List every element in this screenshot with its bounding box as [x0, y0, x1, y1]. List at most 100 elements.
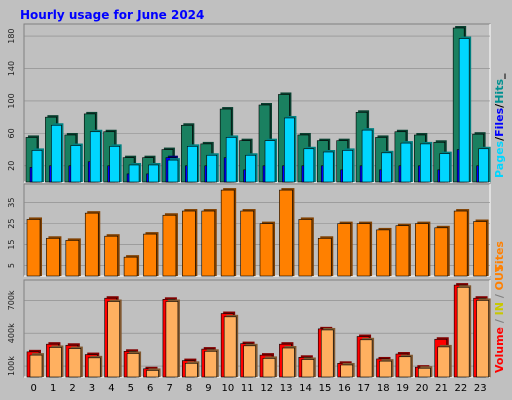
x-tick-label-7: 7 — [166, 383, 172, 394]
out-bar-15 — [320, 329, 334, 378]
out-bar-22 — [456, 286, 470, 378]
x-tick-label-3: 3 — [89, 383, 95, 394]
x-tick-label-10: 10 — [222, 383, 235, 394]
out-bar-11 — [243, 345, 256, 378]
sites-bar-5 — [123, 256, 138, 277]
volume-legend-part: OUT — [493, 264, 506, 290]
pages-bar-3 — [89, 131, 101, 183]
out-bar-18 — [379, 360, 392, 378]
sites-legend-part: Sites — [493, 241, 506, 272]
traffic-legend-part: Hits — [493, 79, 506, 104]
x-tick-label-19: 19 — [396, 383, 409, 394]
x-tick-label-14: 14 — [299, 383, 312, 394]
sites-bar-20 — [415, 223, 429, 277]
sites-bar-11 — [240, 210, 254, 277]
sites-bar-19 — [395, 225, 410, 277]
x-tick-label-8: 8 — [186, 383, 192, 394]
out-bar-13 — [282, 347, 295, 378]
pages-bar-19 — [400, 142, 412, 183]
y-tick-label: 60 — [7, 128, 16, 138]
x-tick-label-15: 15 — [319, 383, 332, 394]
out-bar-16 — [340, 364, 353, 378]
traffic-legend-part: / — [493, 136, 506, 141]
volume-legend-part: IN — [493, 302, 506, 315]
pages-bar-17 — [361, 129, 373, 183]
sites-bar-8 — [182, 210, 196, 277]
sites-bars — [26, 188, 489, 277]
pages-bar-9 — [206, 154, 218, 183]
x-tick-label-9: 9 — [205, 383, 211, 394]
sites-bar-1 — [46, 237, 60, 277]
sites-bar-0 — [26, 219, 41, 277]
out-bar-19 — [398, 356, 412, 378]
x-tick-label-4: 4 — [108, 383, 114, 394]
out-bar-8 — [185, 363, 198, 378]
chart-title: Hourly usage for June 2024 — [20, 8, 204, 22]
pages-bar-4 — [109, 146, 120, 183]
pages-bar-5 — [128, 164, 140, 183]
out-bar-21 — [437, 346, 451, 378]
pages-bar-8 — [187, 146, 198, 183]
x-tick-label-23: 23 — [474, 383, 487, 394]
x-tick-label-6: 6 — [147, 383, 153, 394]
out-bar-23 — [476, 300, 489, 378]
sites-bar-23 — [473, 221, 487, 277]
y-tick-label: 25 — [7, 219, 16, 229]
y-tick-label: 180 — [7, 28, 16, 43]
x-tick-label-22: 22 — [455, 383, 468, 394]
volume-legend-part: / — [493, 290, 506, 302]
x-tick-label-16: 16 — [338, 383, 351, 394]
pages-bar-20 — [420, 143, 431, 183]
x-tick-label-2: 2 — [69, 383, 75, 394]
y-tick-label: 5 — [7, 263, 16, 268]
sites-bar-16 — [337, 223, 351, 277]
sites-bar-21 — [434, 227, 449, 277]
sites-bar-3 — [84, 212, 99, 277]
panel-volume: 100k 400k 700k — [7, 279, 491, 378]
pages-bar-21 — [439, 153, 451, 183]
out-bar-10 — [223, 316, 237, 378]
pages-bar-6 — [148, 164, 159, 183]
traffic-legend: Pages/Files/Hits_ — [493, 73, 506, 178]
chart-panels: 20 60 100 140 180 5 15 25 35 100k 400k 700k — [7, 23, 491, 378]
y-tick-label: 15 — [7, 239, 16, 249]
out-bar-7 — [165, 301, 179, 378]
pages-bar-11 — [245, 154, 256, 183]
traffic-legend-part: / — [493, 103, 506, 108]
y-tick-label: 35 — [7, 198, 16, 208]
traffic-legend-part: Pages — [493, 140, 506, 178]
traffic-legend-part: _ — [493, 73, 506, 79]
x-tick-label-21: 21 — [435, 383, 448, 394]
sites-bar-22 — [453, 210, 468, 277]
sites-bar-13 — [279, 189, 293, 277]
x-tick-label-18: 18 — [377, 383, 390, 394]
y-tick-label: 20 — [7, 161, 16, 171]
volume-legend: Volume / IN / OUT — [493, 264, 506, 373]
y-tick-label: 400k — [7, 323, 16, 343]
x-tick-label-11: 11 — [241, 383, 254, 394]
volume-legend-part: / — [493, 315, 506, 327]
sites-bar-18 — [376, 229, 390, 277]
traffic-bars — [25, 26, 491, 183]
out-bar-2 — [68, 348, 82, 378]
pages-bar-18 — [381, 152, 392, 183]
out-bar-20 — [418, 367, 431, 378]
sites-bar-14 — [298, 219, 313, 277]
out-bar-17 — [359, 339, 373, 378]
out-bar-3 — [87, 357, 101, 378]
traffic-legend-part: Files — [493, 107, 506, 137]
x-axis-tick-labels: 0 1 2 3 4 5 6 7 8 9 10 11 12 13 14 15 16 17 18 19 20 21 22 23 — [31, 383, 487, 394]
pages-bar-0 — [31, 150, 43, 183]
out-bar-1 — [49, 347, 62, 378]
pages-bar-7 — [167, 159, 179, 183]
volume-bars — [26, 283, 491, 378]
x-tick-label-0: 0 — [31, 383, 37, 394]
pages-bar-12 — [264, 140, 276, 183]
pages-bar-14 — [303, 148, 315, 183]
sites-bar-9 — [201, 210, 216, 277]
pages-bar-2 — [70, 145, 82, 183]
pages-bar-15 — [322, 151, 334, 183]
